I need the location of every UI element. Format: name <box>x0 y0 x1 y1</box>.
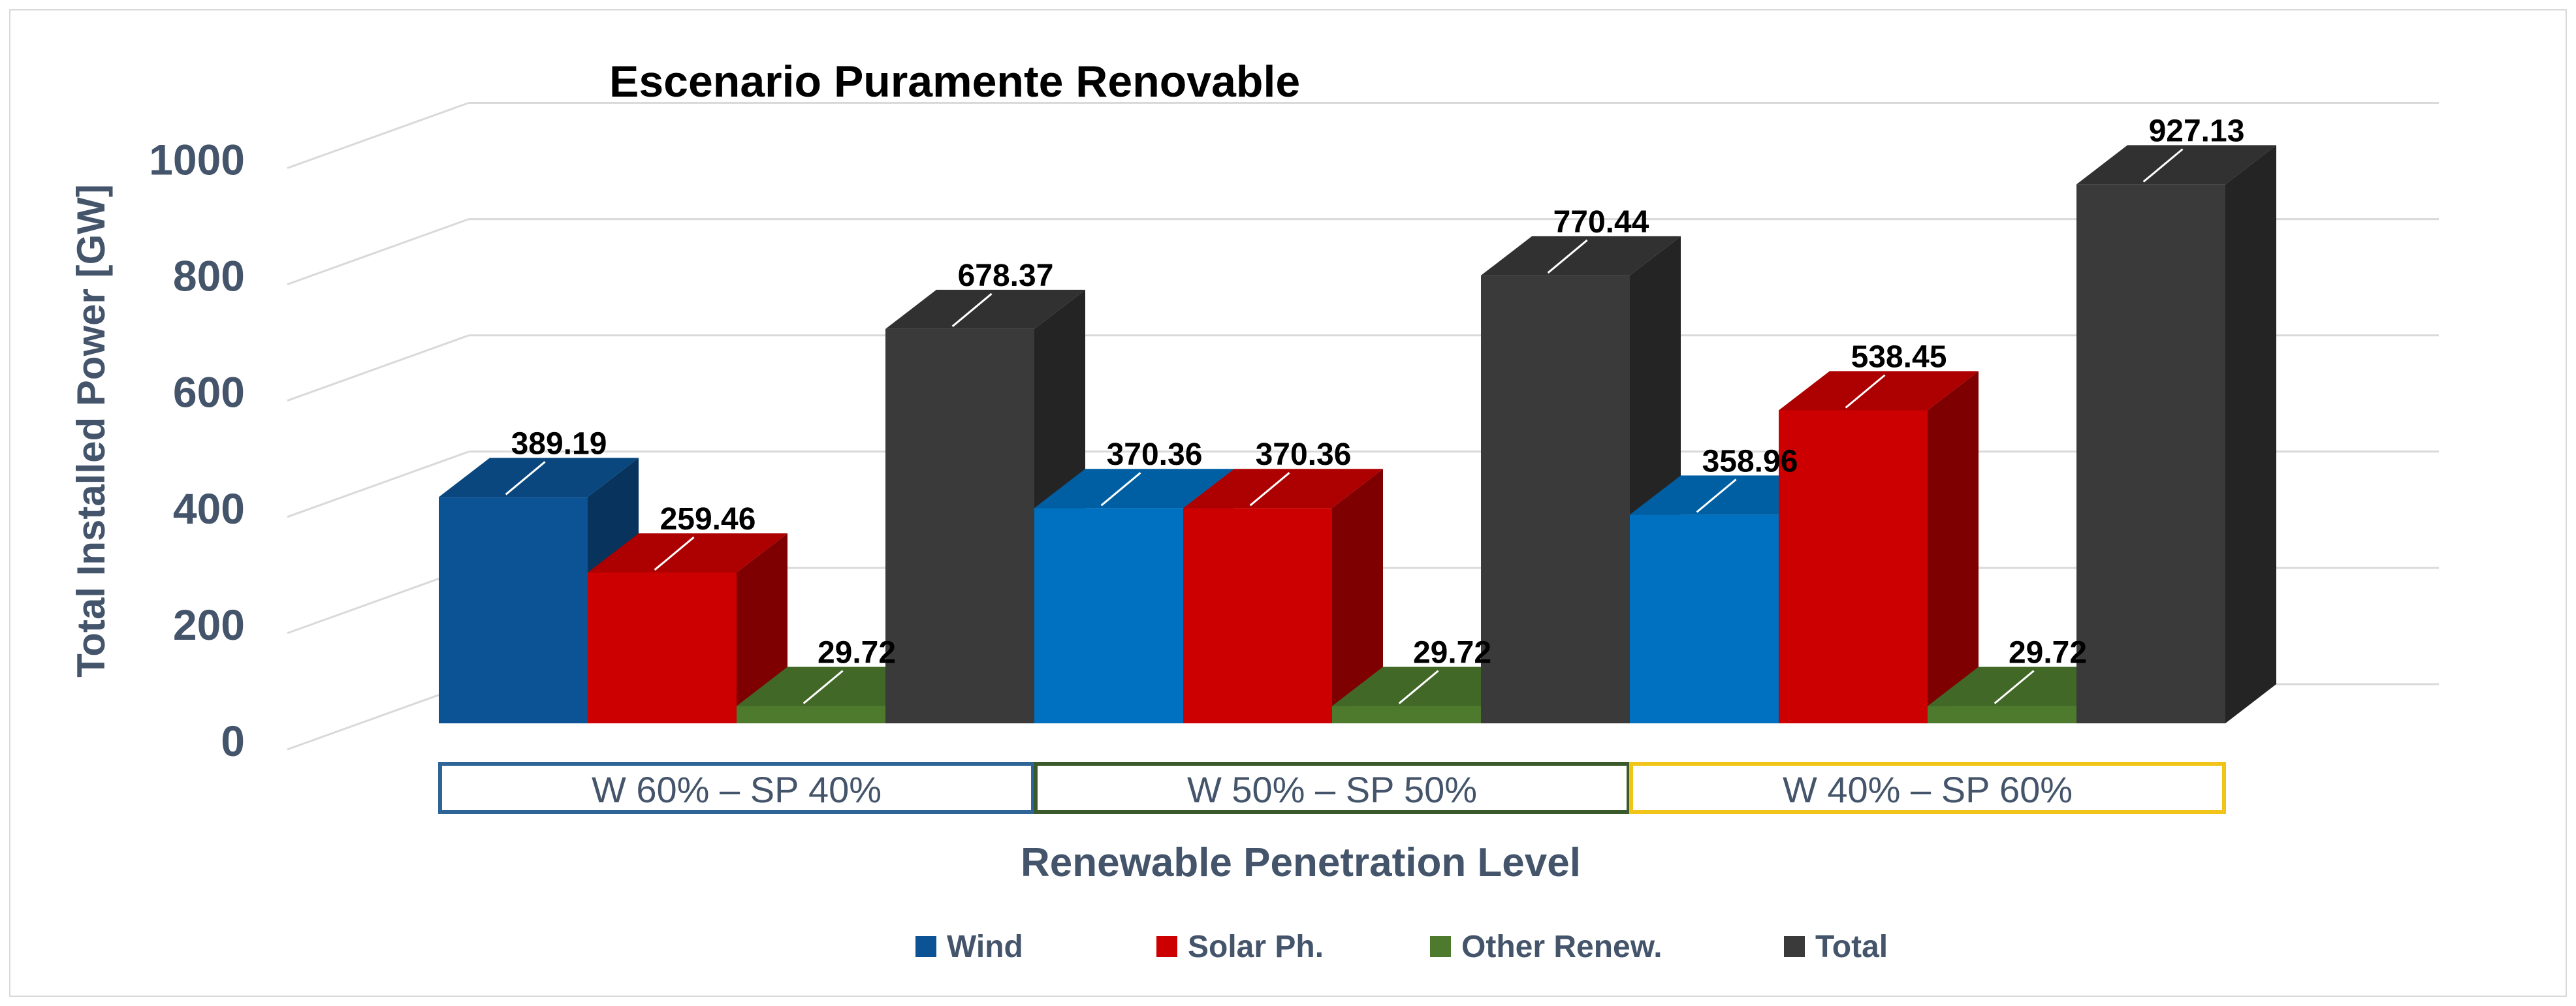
data-label: 370.36 <box>1256 437 1352 472</box>
data-label: 29.72 <box>2009 636 2087 670</box>
bar-front <box>1332 706 1481 723</box>
label-leader <box>803 670 844 704</box>
y-axis-ticks: 0 200 400 600 800 1000 <box>149 136 245 766</box>
legend-label: Other Renew. <box>1461 930 1662 964</box>
bar-front <box>1183 508 1332 723</box>
data-label: 29.72 <box>1413 636 1491 670</box>
category-label: W 40% – SP 60% <box>1783 769 2073 810</box>
legend-item: Solar Ph. <box>1156 930 1324 964</box>
bar-front <box>588 572 737 723</box>
legend: Wind Solar Ph. Other Renew. Total <box>915 930 1888 964</box>
gridline-diag <box>287 218 469 286</box>
y-tick-label: 200 <box>173 601 245 649</box>
data-label: 370.36 <box>1107 437 1203 472</box>
bar-side <box>1332 469 1383 723</box>
legend-swatch <box>1430 936 1451 957</box>
data-label: 358.96 <box>1702 444 1798 479</box>
legend-label: Solar Ph. <box>1188 930 1324 964</box>
bar-top <box>885 289 1085 329</box>
bar-top <box>439 458 639 497</box>
bar-front <box>1779 410 1928 723</box>
label-leader <box>1100 472 1141 507</box>
bar-side <box>2225 145 2276 723</box>
data-label: 678.37 <box>958 259 1054 293</box>
data-label: 259.46 <box>660 502 756 537</box>
legend-item: Total <box>1784 930 1888 964</box>
y-tick-label: 0 <box>221 717 245 765</box>
gridline-diag <box>287 102 469 169</box>
y-axis-label: Total Installed Power [GW] <box>69 184 113 678</box>
y-tick-label: 400 <box>173 484 245 533</box>
gridline-diag <box>287 567 469 635</box>
bar-front <box>1928 706 2076 723</box>
category-label: W 60% – SP 40% <box>592 769 882 810</box>
gridline-diag <box>287 450 469 518</box>
bar-side <box>1928 371 1979 723</box>
label-leader <box>1398 670 1439 704</box>
gridline-diag <box>287 334 469 402</box>
data-label: 389.19 <box>511 426 607 461</box>
bar-top <box>2076 145 2276 185</box>
chart-frame <box>9 9 2567 997</box>
bar-side <box>737 533 787 723</box>
legend-label: Wind <box>947 930 1023 964</box>
y-tick-label: 800 <box>173 252 245 300</box>
bar-top <box>1481 236 1681 275</box>
label-leader <box>1547 239 1588 274</box>
bar-front <box>439 497 588 723</box>
label-leader <box>1994 670 2035 704</box>
legend-label: Total <box>1815 930 1888 964</box>
category-box <box>1034 762 1630 814</box>
data-labels: 389.19 259.46 29.72 678.37 370.36 370.36 29.72… <box>511 114 2245 670</box>
x-axis-label: Renewable Penetration Level <box>1021 840 1581 885</box>
category-label: W 50% – SP 50% <box>1187 769 1477 810</box>
label-leader <box>654 536 695 571</box>
bar-top <box>588 533 787 573</box>
legend-swatch <box>1784 936 1805 957</box>
bar-front <box>1630 514 1779 723</box>
label-leader <box>1845 374 1886 409</box>
bar-top <box>1183 469 1383 509</box>
bar-top <box>1779 371 1979 411</box>
y-tick-label: 600 <box>173 368 245 417</box>
bar-front <box>1034 508 1183 723</box>
legend-swatch <box>915 936 936 957</box>
bars <box>439 145 2276 724</box>
label-leader <box>505 461 546 495</box>
label-leader <box>1249 472 1290 507</box>
legend-item: Wind <box>915 930 1023 964</box>
data-label: 770.44 <box>1553 205 1649 240</box>
bar-front <box>885 328 1034 724</box>
y-tick-label: 1000 <box>149 136 245 184</box>
bar-solar-ph--1 <box>588 533 787 723</box>
category-boxes: W 60% – SP 40% W 50% – SP 50% W 40% – SP 6… <box>438 762 2226 814</box>
label-leader <box>951 292 993 328</box>
bar-total-3 <box>2076 145 2276 723</box>
data-label: 927.13 <box>2149 114 2245 148</box>
legend-swatch <box>1156 936 1177 957</box>
label-leader <box>2142 148 2184 183</box>
data-label: 538.45 <box>1851 340 1947 375</box>
bar-front <box>737 706 885 723</box>
label-leader <box>1696 479 1737 513</box>
legend-item: Other Renew. <box>1430 930 1662 964</box>
chart-title: Escenario Puramente Renovable <box>609 57 1300 106</box>
bar-solar-ph--2 <box>1183 469 1383 723</box>
bar-top <box>1034 469 1234 509</box>
bar-front <box>1481 275 1630 723</box>
bar-front <box>2076 184 2225 723</box>
category-box <box>438 762 1035 814</box>
category-box <box>1629 762 2226 814</box>
data-label: 29.72 <box>818 636 896 670</box>
gridline-diag <box>287 683 469 751</box>
bar-solar-ph--3 <box>1779 371 1979 723</box>
